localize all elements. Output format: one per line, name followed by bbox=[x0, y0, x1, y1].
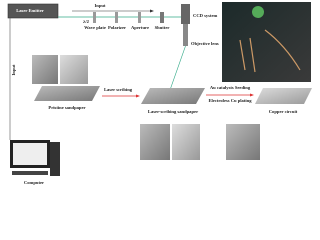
sem-inset bbox=[32, 55, 58, 84]
photo bbox=[222, 2, 311, 82]
au-seeding-label: Au catalysts Seeding bbox=[210, 85, 251, 90]
half-wave-label: λ/2 bbox=[83, 19, 90, 24]
copper-label: Copper circuit bbox=[269, 109, 298, 114]
wave-plate-label: Wave plate bbox=[84, 25, 106, 30]
diagram: Laser Emitter Input λ/2 Wave plate Polar… bbox=[7, 2, 312, 185]
objective-label: Objective lens bbox=[191, 41, 219, 46]
shutter-label: Shutter bbox=[155, 25, 170, 30]
scribed-label: Laser-scribing sandpaper bbox=[148, 109, 198, 114]
input-left-label: Input bbox=[11, 64, 16, 75]
ccd-label: CCD system bbox=[193, 13, 218, 18]
photo-detail bbox=[239, 29, 301, 73]
aperture-shape bbox=[138, 12, 141, 23]
screen bbox=[13, 143, 47, 165]
pristine-sample bbox=[34, 86, 100, 101]
beam-down bbox=[169, 45, 186, 91]
polarizer-label: Polarizer bbox=[108, 25, 126, 30]
polarizer-shape bbox=[115, 12, 118, 23]
contact-angle-inset bbox=[60, 55, 88, 84]
cu-plating-label: Electroless Cu plating bbox=[208, 98, 252, 103]
computer-label: Computer bbox=[24, 180, 44, 185]
ccd-box bbox=[181, 4, 190, 24]
laser-scribing-label: Laser scribing bbox=[104, 87, 133, 92]
page: Laser Emitter Input λ/2 Wave plate Polar… bbox=[7, 2, 312, 186]
contact-angle-inset bbox=[172, 124, 200, 160]
scribed-sample bbox=[141, 88, 205, 104]
laser-glow bbox=[252, 6, 264, 18]
aperture-label: Aperture bbox=[131, 25, 149, 30]
tower bbox=[50, 142, 60, 176]
laser-emitter-label: Laser Emitter bbox=[16, 8, 44, 13]
arrowhead bbox=[136, 94, 140, 98]
shutter-shape bbox=[160, 12, 164, 23]
sem-inset bbox=[226, 124, 260, 160]
arrowhead bbox=[150, 9, 154, 13]
sem-inset bbox=[140, 124, 170, 160]
input-top-label: Input bbox=[95, 3, 106, 8]
pristine-label: Pristine sandpaper bbox=[48, 105, 85, 110]
copper-sample bbox=[255, 88, 312, 104]
wave-plate bbox=[93, 12, 96, 23]
objective-shape bbox=[183, 24, 188, 46]
keyboard bbox=[12, 171, 48, 175]
laser-emitter-box bbox=[7, 3, 59, 19]
arrowhead bbox=[250, 93, 254, 97]
